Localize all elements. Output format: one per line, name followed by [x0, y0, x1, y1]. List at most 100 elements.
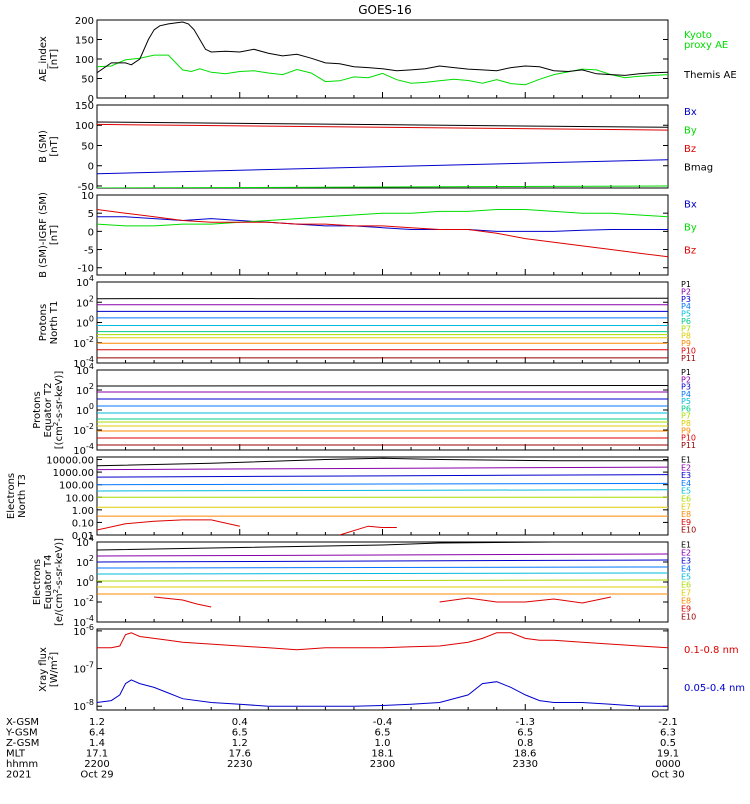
series-line-e10 — [439, 596, 612, 604]
footer-row-label: hhmm — [6, 759, 38, 770]
legend-entry: E7 — [681, 589, 691, 598]
series-line-e9 — [97, 519, 240, 531]
y-tick-label: 100 — [75, 55, 94, 66]
y-tick-label: 10-8 — [73, 698, 94, 713]
series-line-bz — [97, 123, 668, 131]
footer-value: 6.5 — [375, 728, 391, 739]
footer-row-label: Y-GSM — [5, 728, 38, 739]
legend-entry: Bz — [684, 245, 696, 256]
legend-entry: E5 — [681, 487, 691, 496]
legend-entry: P3 — [681, 383, 691, 392]
series-line-by — [97, 209, 668, 227]
legend-entry: P9 — [681, 339, 691, 348]
series-line-e1 — [97, 542, 668, 551]
y-tick-label: 0.01 — [72, 531, 94, 542]
series-line-e2 — [97, 553, 668, 557]
y-tick-label: 50 — [81, 75, 94, 86]
y-axis-label: ProtonsEquator T2[(cm2-s-sr-keV)] — [32, 371, 65, 450]
series-line-0.05-0.4-nm — [97, 679, 668, 707]
panel-frame — [96, 19, 669, 99]
y-tick-label: 10-4 — [73, 442, 94, 457]
legend-entry: By — [684, 126, 697, 137]
y-axis-label: ElectronsNorth T3 — [6, 473, 28, 519]
y-tick-label: 10.00 — [65, 493, 94, 504]
legend-entry: P11 — [681, 441, 696, 450]
legend-entry: E10 — [681, 526, 696, 535]
y-tick-label: 10-4 — [73, 614, 94, 629]
series-line-e2 — [97, 466, 668, 471]
panel-7: 10-4 10-2 100 102 104 ElectronsEquator T4[e/(… — [32, 534, 696, 629]
y-tick-label: 100.00 — [59, 481, 94, 492]
legend-entry: E8 — [681, 597, 691, 606]
panel-frame — [96, 194, 669, 276]
y-axis-label: ProtonsNorth T1 — [38, 301, 60, 345]
legend-entry: E4 — [681, 479, 691, 488]
legend-entry: Bz — [684, 144, 696, 155]
series-line-e1 — [97, 457, 668, 467]
series-line-e5 — [97, 572, 668, 575]
y-tick-label: 10-2 — [73, 335, 94, 350]
y-axis-label: B (SM)-IGRF (SM)[nT] — [38, 192, 60, 278]
y-tick-label: 10-2 — [73, 422, 94, 437]
footer-value: Oct 30 — [651, 770, 684, 781]
panel-3: -10 -5 0 5 10 B (SM)-IGRF (SM)[nT] Bx By Bz — [38, 191, 697, 278]
footer-value: 1.2 — [232, 738, 248, 749]
legend-entry: E7 — [681, 502, 691, 511]
series-line-p1 — [97, 297, 668, 300]
series-line-e10 — [339, 525, 397, 535]
footer-value: 2330 — [513, 759, 538, 770]
series-line-e9 — [154, 596, 212, 608]
legend-entry: Bmag — [684, 162, 713, 173]
legend-entry: E2 — [681, 549, 691, 558]
footer-value: 2300 — [370, 759, 395, 770]
legend-entry: P5 — [681, 310, 691, 319]
legend-entry: E5 — [681, 573, 691, 582]
legend-entry: P1 — [681, 280, 691, 289]
y-tick-label: 150 — [75, 101, 94, 112]
legend-entry: E10 — [681, 613, 696, 622]
y-tick-label: -50 — [78, 182, 94, 193]
legend-entry: P8 — [681, 419, 691, 428]
footer-value: 2230 — [227, 759, 252, 770]
panel-frame — [96, 104, 669, 189]
legend-entry: P10 — [681, 346, 696, 355]
legend-entry: 0.1-0.8 nm — [684, 645, 739, 656]
y-axis-label: Xray flux[W/m2] — [38, 647, 60, 692]
footer-row-label: X-GSM — [6, 717, 39, 728]
legend-entry: Kyoto — [684, 30, 712, 41]
series-line-e4 — [97, 482, 668, 486]
series-line-p1 — [97, 385, 668, 387]
series-line-e6 — [97, 579, 668, 582]
y-tick-label: 10-6 — [73, 623, 94, 638]
y-tick-label: 100 — [76, 402, 94, 417]
legend-entry: E2 — [681, 463, 691, 472]
footer-value: 17.6 — [229, 749, 251, 760]
legend-entry: E8 — [681, 510, 691, 519]
y-tick-label: 100 — [76, 574, 94, 589]
legend-entry: By — [684, 222, 697, 233]
legend-entry: Themis AE — [683, 70, 737, 81]
legend-entry: E3 — [681, 557, 691, 566]
footer-row-label: 2021 — [6, 770, 31, 781]
legend-entry: E6 — [681, 494, 691, 503]
panel-frame — [96, 281, 669, 364]
legend-entry: E3 — [681, 471, 691, 480]
legend-entry: P11 — [681, 354, 696, 363]
y-tick-label: 100 — [76, 315, 94, 330]
footer-value: -1.3 — [515, 717, 535, 728]
footer-value: 0.4 — [232, 717, 248, 728]
ephemeris-footer: X-GSMY-GSMZ-GSMMLThhmm20211.26.41.417.12… — [5, 717, 685, 781]
y-tick-label: 0 — [88, 94, 94, 105]
y-axis-label: ElectronsEquator T4[e/(cm2-s-sr-keV)] — [32, 538, 65, 626]
footer-value: 0000 — [655, 759, 680, 770]
legend-entry: Bx — [684, 107, 697, 118]
series-line-e3 — [97, 559, 668, 563]
legend-entry: P2 — [681, 288, 691, 297]
y-tick-label: 150 — [75, 36, 94, 47]
legend-entry: P9 — [681, 426, 691, 435]
footer-value: -0.4 — [373, 717, 393, 728]
series-line-bz — [97, 209, 668, 258]
